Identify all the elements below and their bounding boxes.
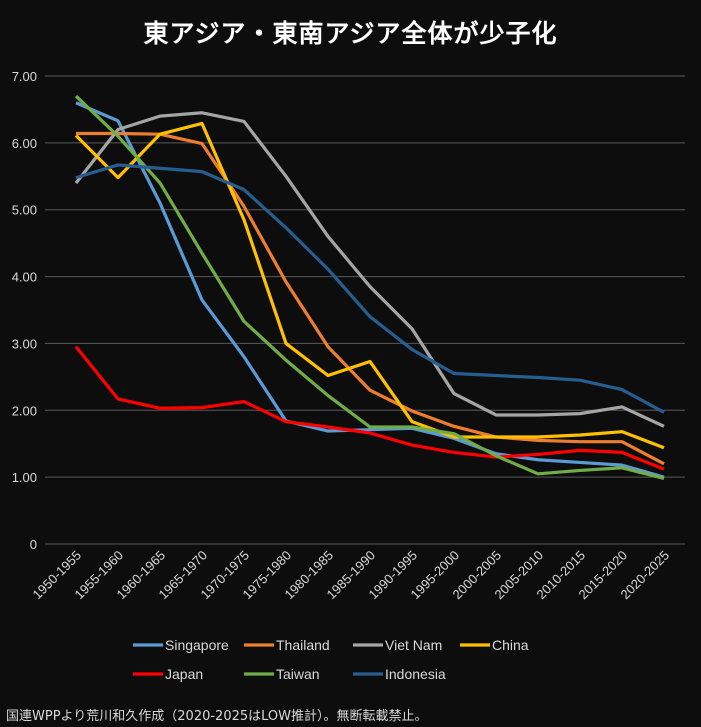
series-line-thailand xyxy=(76,131,665,466)
y-tick-label: 6.00 xyxy=(12,136,37,151)
y-tick-label: 4.00 xyxy=(12,270,37,285)
y-tick-label: 5.00 xyxy=(12,203,37,218)
legend-label: Singapore xyxy=(165,637,229,653)
y-tick-label: 7.00 xyxy=(12,69,37,84)
legend-label: Viet Nam xyxy=(385,637,442,653)
legend-label: Japan xyxy=(165,666,203,682)
legend-label: Thailand xyxy=(276,637,330,653)
legend-label: China xyxy=(492,637,529,653)
legend-label: Indonesia xyxy=(385,666,446,682)
y-tick-label: 2.00 xyxy=(12,403,37,418)
series-line-taiwan xyxy=(74,94,665,481)
series-line-china xyxy=(74,121,665,450)
series-line-viet-nam xyxy=(74,111,665,428)
source-note: 国連WPPより荒川和久作成（2020-2025はLOW推計）。無断転載禁止。 xyxy=(6,709,428,724)
series-line-japan xyxy=(74,345,665,471)
y-tick-label: 1.00 xyxy=(12,470,37,485)
y-tick-label: 0 xyxy=(30,537,37,552)
legend-label: Taiwan xyxy=(276,666,320,682)
series-line-indonesia xyxy=(75,163,665,414)
y-tick-label: 3.00 xyxy=(12,336,37,351)
series-line-singapore xyxy=(75,101,665,479)
chart-title: 東アジア・東南アジア全体が少子化 xyxy=(143,19,558,48)
